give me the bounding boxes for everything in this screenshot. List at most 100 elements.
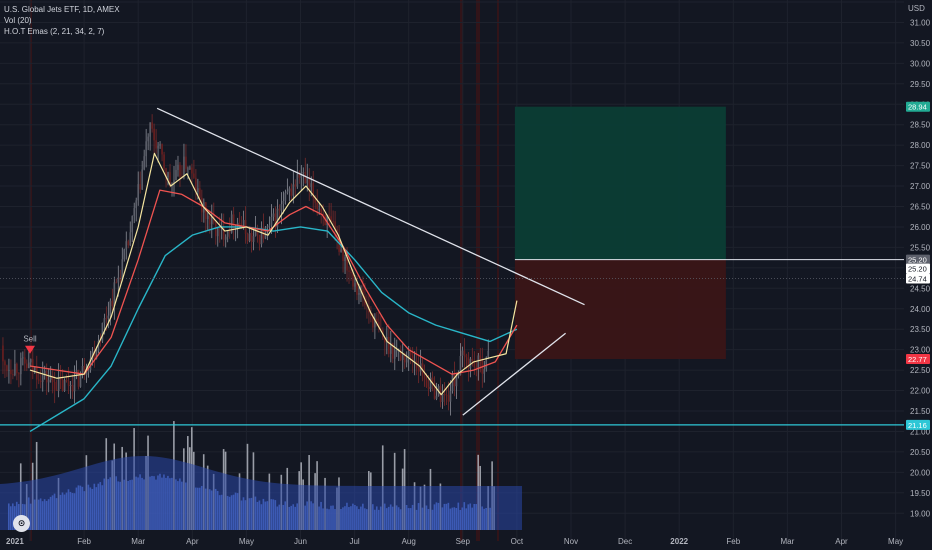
candle-body bbox=[2, 345, 4, 362]
price-tick-label: 30.50 bbox=[910, 39, 931, 48]
candle-body bbox=[89, 358, 92, 370]
candle-body bbox=[207, 215, 209, 220]
price-tag-label: 21.16 bbox=[908, 421, 927, 430]
price-tick-label: 23.50 bbox=[910, 325, 931, 334]
price-tick-label: 25.50 bbox=[910, 243, 931, 252]
candle-body bbox=[485, 357, 488, 369]
candle-body bbox=[346, 257, 348, 271]
signal-highlight-bar bbox=[497, 0, 499, 541]
candle-body bbox=[151, 122, 153, 129]
candle-body bbox=[435, 395, 438, 399]
candle-body bbox=[187, 168, 189, 170]
candle-body bbox=[161, 144, 163, 155]
candle-body bbox=[232, 214, 235, 229]
candle-body bbox=[71, 385, 74, 392]
candle-body bbox=[81, 366, 84, 374]
candle-body bbox=[101, 322, 104, 342]
candle-body bbox=[318, 208, 320, 210]
time-tick-label: 2022 bbox=[670, 537, 688, 546]
candle-body bbox=[77, 370, 80, 387]
price-tag-label: 25.20 bbox=[908, 256, 927, 265]
price-tag bbox=[906, 263, 930, 274]
candle-body bbox=[210, 215, 213, 225]
candle-body bbox=[471, 358, 474, 362]
candle-body bbox=[87, 369, 90, 373]
candle-body bbox=[4, 361, 6, 366]
candle-body bbox=[266, 226, 269, 228]
candle-body bbox=[149, 122, 151, 137]
candle-body bbox=[153, 128, 155, 141]
candle-body bbox=[179, 164, 181, 177]
candle-body bbox=[304, 172, 307, 184]
candle-body bbox=[57, 376, 60, 391]
signal-highlight-bar bbox=[30, 0, 32, 541]
candle-body bbox=[218, 227, 221, 229]
candle-body bbox=[366, 304, 368, 307]
candle-body bbox=[334, 221, 336, 230]
candle-body bbox=[61, 379, 64, 392]
candle-body bbox=[370, 312, 372, 316]
candle-body bbox=[483, 368, 486, 374]
price-tick-label: 26.50 bbox=[910, 203, 931, 212]
candle-body bbox=[133, 208, 136, 216]
price-tick-label: 24.50 bbox=[910, 284, 931, 293]
time-tick-label: Apr bbox=[835, 537, 848, 546]
candle-body bbox=[274, 213, 277, 228]
candle-body bbox=[31, 359, 34, 371]
candle-body bbox=[236, 222, 239, 227]
candle-body bbox=[246, 233, 249, 242]
candle-body bbox=[205, 202, 207, 220]
candle-body bbox=[403, 353, 406, 363]
candle-body bbox=[121, 259, 124, 280]
sell-signal-arrow-icon bbox=[25, 345, 35, 354]
candle-body bbox=[401, 353, 404, 361]
price-tick-label: 31.00 bbox=[910, 18, 931, 27]
candle-body bbox=[487, 350, 490, 358]
candle-body bbox=[268, 225, 271, 227]
legend-indicator[interactable]: H.O.T Emas (2, 21, 34, 2, 7) bbox=[4, 27, 105, 36]
candle-body bbox=[177, 164, 179, 170]
candle-body bbox=[183, 156, 185, 177]
candle-body bbox=[447, 395, 450, 402]
candle-body bbox=[461, 350, 464, 356]
candle-body bbox=[226, 230, 229, 237]
candle-body bbox=[282, 200, 285, 205]
price-tag bbox=[906, 273, 930, 284]
candle-body bbox=[308, 177, 311, 188]
candle-body bbox=[109, 300, 112, 316]
candle-body bbox=[97, 341, 100, 352]
ema-mid-line bbox=[29, 189, 518, 375]
chart-legend: U.S. Global Jets ETF, 1D, AMEX Vol (20) … bbox=[4, 4, 120, 37]
tradingview-logo-icon[interactable]: ⊙ bbox=[13, 515, 30, 532]
candle-body bbox=[372, 315, 374, 328]
candle-body bbox=[224, 236, 227, 240]
candle-body bbox=[288, 188, 291, 192]
candle-body bbox=[260, 227, 263, 245]
candle-body bbox=[107, 315, 110, 319]
candle-body bbox=[191, 167, 193, 174]
legend-symbol[interactable]: U.S. Global Jets ETF, 1D, AMEX bbox=[4, 5, 120, 14]
candle-body bbox=[276, 208, 279, 228]
currency-label: USD bbox=[908, 4, 925, 13]
legend-volume[interactable]: Vol (20) bbox=[4, 16, 32, 25]
candle-body bbox=[296, 173, 299, 187]
candle-body bbox=[165, 168, 167, 178]
candle-body bbox=[463, 350, 466, 356]
candle-body bbox=[29, 359, 32, 363]
price-tick-label: 20.50 bbox=[910, 448, 931, 457]
candle-body bbox=[33, 366, 36, 371]
candle-body bbox=[125, 241, 128, 250]
candle-body bbox=[290, 188, 293, 196]
candle-body bbox=[216, 227, 219, 237]
candle-body bbox=[65, 380, 68, 382]
volume-ma-area bbox=[0, 456, 522, 530]
candle-body bbox=[123, 249, 126, 260]
candle-body bbox=[115, 282, 118, 284]
candle-body bbox=[316, 202, 319, 210]
candle-body bbox=[455, 375, 458, 387]
candle-body bbox=[18, 373, 20, 375]
time-tick-label: Mar bbox=[781, 537, 795, 546]
candle-body bbox=[298, 173, 301, 178]
price-tick-label: 22.00 bbox=[910, 387, 931, 396]
